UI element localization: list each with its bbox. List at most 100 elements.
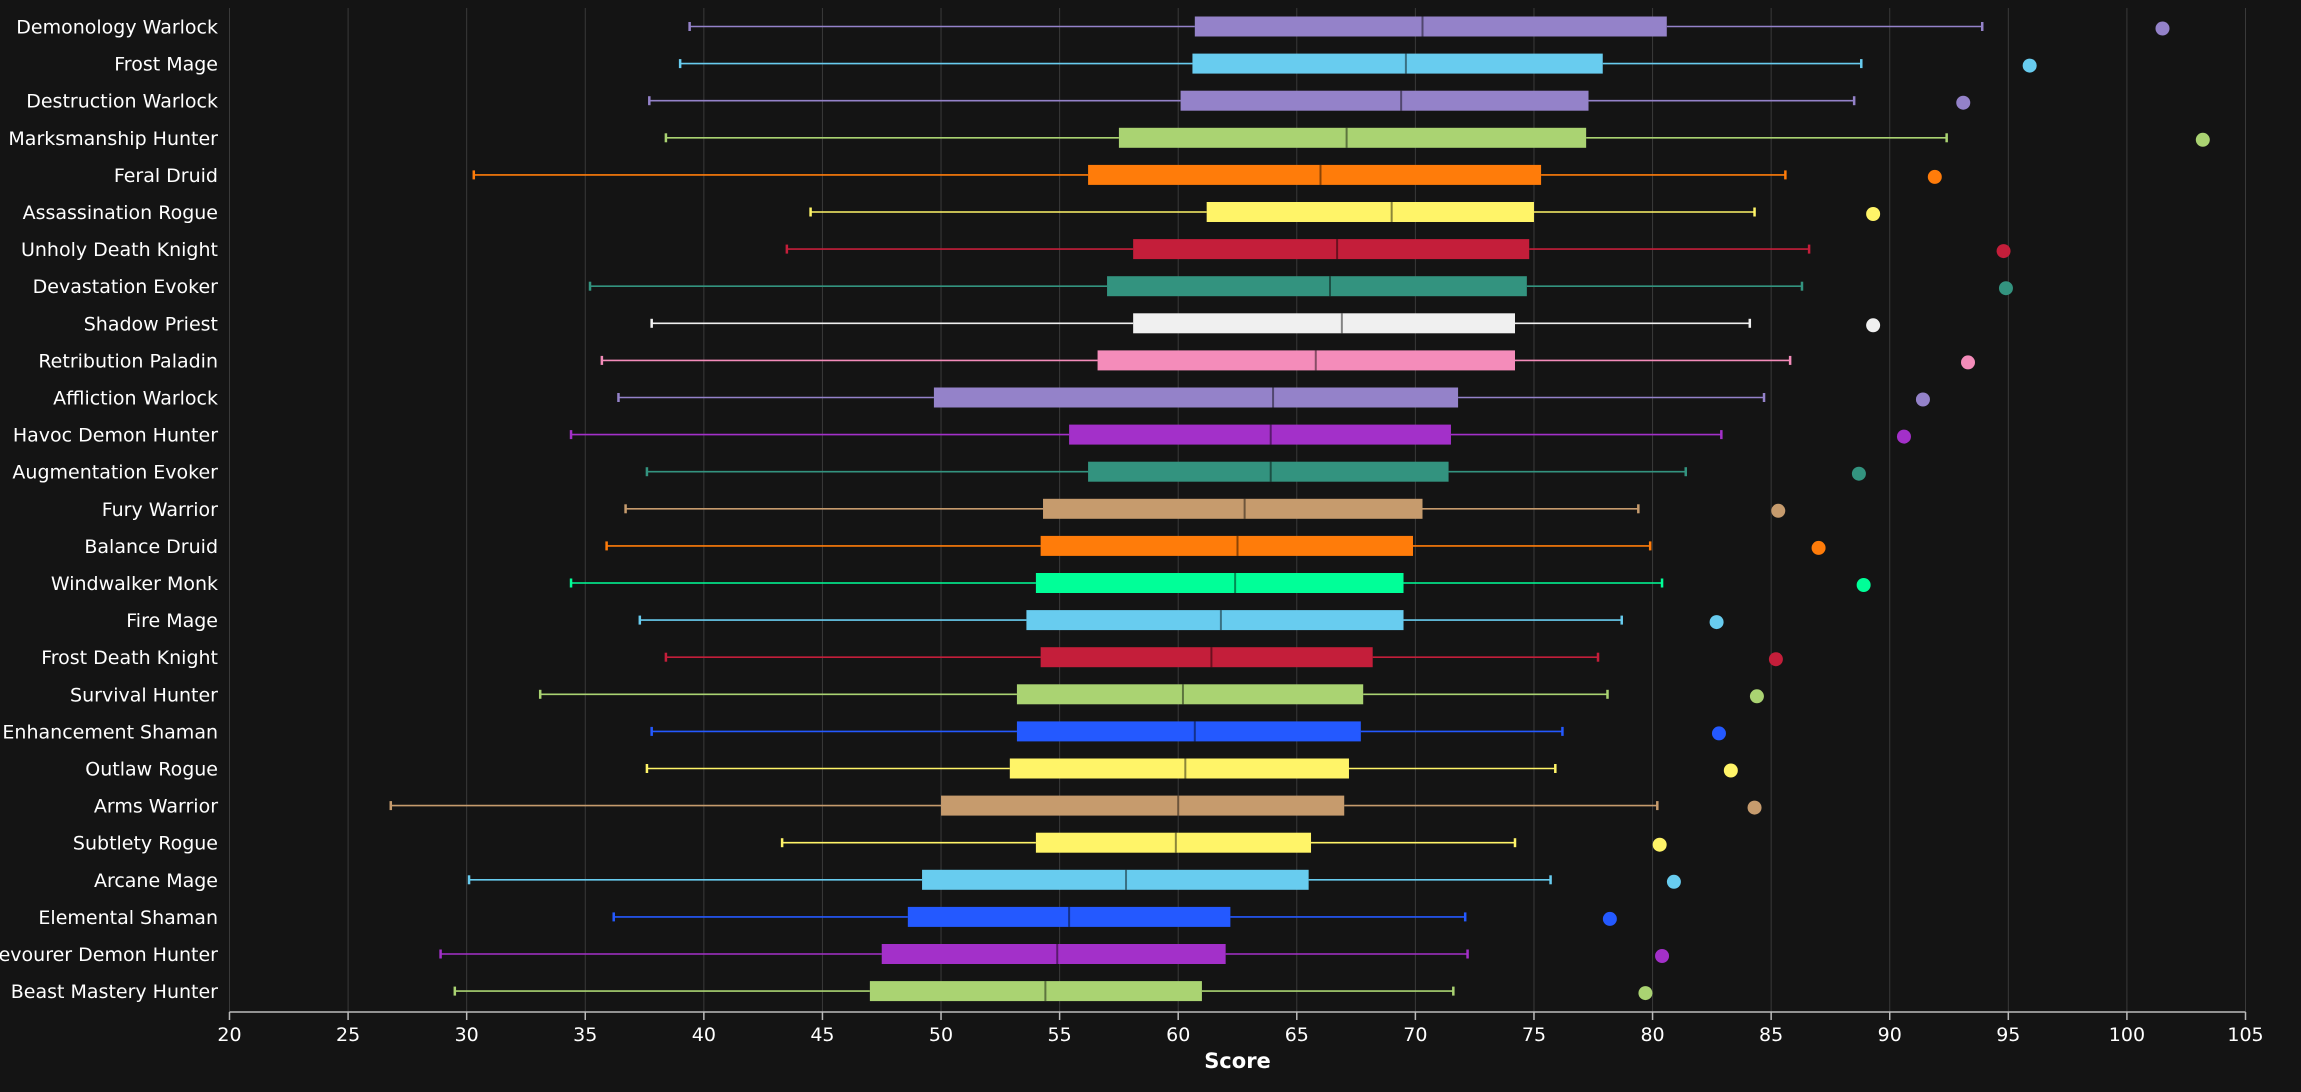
outlier-point bbox=[1768, 652, 1783, 667]
outlier-point bbox=[1961, 355, 1976, 370]
boxes bbox=[869, 16, 1667, 1002]
box-iqr bbox=[1016, 684, 1364, 705]
outlier-point bbox=[1996, 244, 2011, 259]
category-label: Outlaw Rogue bbox=[85, 759, 218, 781]
category-label: Elemental Shaman bbox=[38, 907, 218, 929]
x-tick-label: 65 bbox=[1285, 1024, 1309, 1046]
x-tick-label: 80 bbox=[1640, 1024, 1664, 1046]
category-label: Havoc Demon Hunter bbox=[13, 425, 218, 447]
outlier-point bbox=[1723, 763, 1738, 778]
outlier-point bbox=[2195, 132, 2210, 147]
box-iqr bbox=[941, 795, 1345, 816]
category-label: Fire Mage bbox=[126, 610, 218, 632]
box-iqr bbox=[1206, 202, 1534, 222]
outlier-point bbox=[1749, 689, 1764, 704]
outlier-point bbox=[1771, 503, 1786, 518]
x-tick-label: 75 bbox=[1522, 1024, 1546, 1046]
category-label: Unholy Death Knight bbox=[21, 239, 218, 261]
outlier-point bbox=[1602, 911, 1617, 926]
outlier-point bbox=[1711, 726, 1726, 741]
outlier-point bbox=[1915, 392, 1930, 407]
box-iqr bbox=[1040, 535, 1414, 556]
box-iqr bbox=[1043, 498, 1423, 519]
x-tick-label: 30 bbox=[455, 1024, 479, 1046]
x-tick-label: 85 bbox=[1759, 1024, 1783, 1046]
box-iqr bbox=[1088, 461, 1449, 482]
box-iqr bbox=[1192, 53, 1603, 74]
category-label: Subtlety Rogue bbox=[73, 833, 218, 855]
box-iqr bbox=[1009, 758, 1349, 779]
outlier-point bbox=[1856, 578, 1871, 592]
category-label: Arms Warrior bbox=[94, 796, 218, 818]
x-tick-label: 20 bbox=[217, 1024, 241, 1046]
box-iqr bbox=[869, 981, 1202, 1002]
category-label: Enhancement Shaman bbox=[2, 721, 218, 743]
outlier-point bbox=[1652, 837, 1667, 852]
category-label: Demonology Warlock bbox=[16, 17, 218, 39]
outlier-point bbox=[2022, 58, 2037, 73]
category-label: Retribution Paladin bbox=[38, 350, 218, 372]
box-iqr bbox=[1016, 721, 1361, 742]
box-iqr bbox=[1118, 127, 1587, 148]
category-label: Augmentation Evoker bbox=[12, 462, 218, 484]
x-tick-label: 100 bbox=[2109, 1024, 2145, 1046]
x-axis-title: Score bbox=[1204, 1049, 1271, 1073]
x-tick-label: 35 bbox=[573, 1024, 597, 1046]
x-tick-label: 70 bbox=[1403, 1024, 1427, 1046]
outlier-point bbox=[1866, 207, 1881, 221]
category-label: Affliction Warlock bbox=[53, 388, 218, 410]
outlier-point bbox=[1956, 95, 1971, 110]
outlier-point bbox=[1811, 540, 1826, 555]
category-label: Marksmanship Hunter bbox=[8, 128, 218, 150]
box-iqr bbox=[1026, 610, 1404, 631]
x-tick-label: 105 bbox=[2227, 1024, 2263, 1046]
x-tick-label: 95 bbox=[1996, 1024, 2020, 1046]
category-label: Destruction Warlock bbox=[26, 91, 218, 113]
outlier-point bbox=[1655, 949, 1670, 963]
outlier-point bbox=[1866, 318, 1881, 333]
category-label: Assassination Rogue bbox=[23, 202, 218, 224]
box-iqr bbox=[881, 944, 1226, 964]
outlier-point bbox=[1747, 800, 1762, 815]
outlier-point bbox=[1638, 986, 1653, 1001]
whiskers bbox=[389, 22, 1984, 996]
category-label: Fury Warrior bbox=[102, 499, 218, 521]
box-iqr bbox=[907, 906, 1231, 927]
category-labels: Demonology Warlock Frost Mage Destruction … bbox=[0, 17, 218, 1004]
outlier-point bbox=[1666, 874, 1681, 889]
box-iqr bbox=[933, 387, 1459, 408]
category-label: Windwalker Monk bbox=[51, 573, 218, 595]
box-iqr bbox=[1180, 90, 1589, 111]
box-iqr bbox=[1194, 16, 1667, 37]
category-label: Balance Druid bbox=[84, 536, 218, 558]
category-label: Feral Druid bbox=[114, 165, 218, 187]
box-iqr bbox=[1088, 164, 1542, 185]
x-tick-label: 25 bbox=[336, 1024, 360, 1046]
outlier-point bbox=[1998, 281, 2013, 296]
category-label: Survival Hunter bbox=[70, 684, 218, 706]
box-iqr bbox=[1097, 350, 1515, 371]
category-label: Frost Mage bbox=[114, 54, 218, 76]
outlier-point bbox=[1709, 615, 1724, 630]
x-tick-label: 55 bbox=[1048, 1024, 1072, 1046]
box-iqr bbox=[922, 869, 1309, 890]
box-iqr bbox=[1069, 424, 1451, 445]
x-tick-label: 40 bbox=[692, 1024, 716, 1046]
category-label: Beast Mastery Hunter bbox=[11, 981, 218, 1003]
box-iqr bbox=[1040, 647, 1373, 668]
category-label: Frost Death Knight bbox=[41, 647, 218, 669]
category-label: Shadow Priest bbox=[84, 313, 218, 335]
outlier-point bbox=[1851, 466, 1866, 481]
box-iqr bbox=[1133, 313, 1515, 334]
category-label: Devourer Demon Hunter bbox=[0, 944, 218, 966]
x-tick-label: 90 bbox=[1878, 1024, 1902, 1046]
category-label: Devastation Evoker bbox=[33, 276, 219, 298]
box-iqr bbox=[1107, 276, 1527, 297]
x-tick-label: 60 bbox=[1166, 1024, 1190, 1046]
x-tick-label: 45 bbox=[810, 1024, 834, 1046]
outlier-points bbox=[1602, 21, 2210, 1001]
x-tick-label: 50 bbox=[929, 1024, 953, 1046]
box-iqr bbox=[1035, 573, 1404, 593]
